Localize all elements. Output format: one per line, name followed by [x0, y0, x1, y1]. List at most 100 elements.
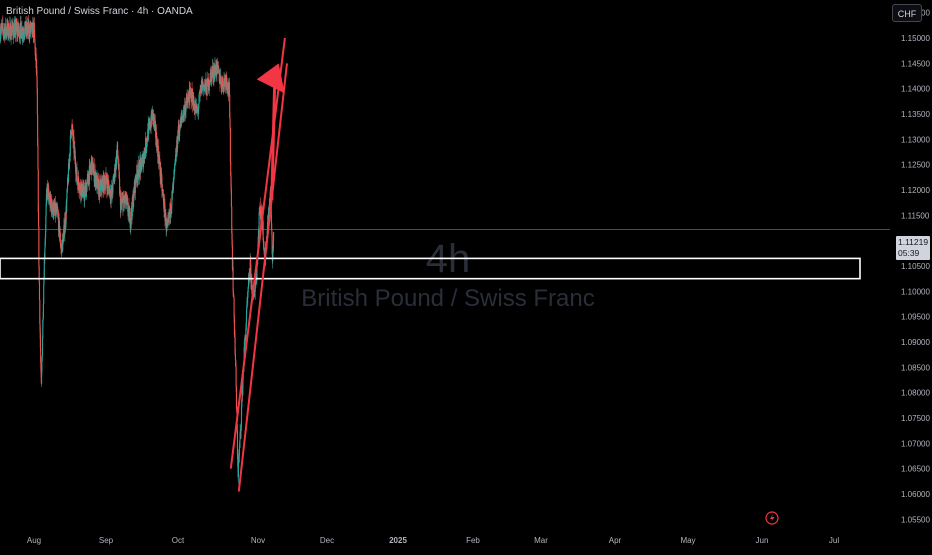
candle-body: [41, 371, 43, 384]
candle-body: [81, 181, 83, 197]
candle-body: [234, 334, 236, 338]
candle-body: [21, 34, 24, 37]
candle-body: [78, 190, 80, 192]
candle-body: [203, 86, 205, 92]
candle-body: [75, 170, 77, 178]
x-tick-label: Feb: [466, 536, 480, 545]
candle-body: [189, 89, 191, 93]
candle-body: [174, 163, 176, 165]
candle-body: [41, 338, 44, 356]
candle-body: [30, 23, 32, 32]
candle-body: [229, 94, 231, 118]
candle-body: [141, 166, 143, 171]
candle-body: [43, 277, 45, 285]
candle-body: [51, 199, 53, 209]
candle-body: [132, 200, 135, 208]
candle-body: [183, 108, 185, 115]
candle-body: [219, 76, 221, 85]
candle-body: [79, 184, 81, 191]
candle-body: [3, 31, 5, 34]
y-tick-label: 1.09500: [901, 313, 930, 322]
lightning-icon-ring: [765, 511, 779, 525]
candle-body: [146, 138, 148, 146]
candle-body: [116, 155, 118, 166]
candle-body: [205, 85, 208, 95]
candle-body: [73, 137, 75, 154]
candle-body: [166, 221, 168, 227]
candle-body: [11, 30, 13, 33]
candle-body: [164, 217, 166, 221]
candle-body: [237, 463, 239, 478]
candle-body: [202, 82, 204, 86]
candle-body: [178, 125, 180, 133]
candle-body: [229, 127, 231, 162]
candle-body: [271, 234, 273, 254]
candle-body: [54, 203, 56, 209]
candle-body: [116, 153, 118, 156]
candle-body: [158, 157, 160, 161]
candle-body: [140, 158, 142, 173]
candle-body: [185, 97, 187, 105]
candle-body: [86, 183, 88, 192]
candle-body: [146, 141, 148, 142]
candle-body: [77, 176, 80, 184]
candle-body: [68, 161, 70, 168]
candle-body: [141, 159, 143, 167]
candle-body: [130, 221, 132, 230]
candle-body: [21, 37, 23, 39]
candle-body: [270, 205, 272, 223]
candle-body: [221, 82, 223, 89]
candle-body: [125, 202, 127, 205]
candle-body: [28, 26, 30, 36]
candle-body: [188, 88, 190, 106]
candle-body: [235, 387, 237, 408]
candle-body: [159, 159, 161, 170]
currency-selector[interactable]: CHF: [892, 4, 922, 22]
candle-body: [34, 44, 36, 56]
candle-body: [65, 223, 67, 227]
candle-body: [79, 182, 81, 190]
candle-body: [103, 174, 105, 180]
candle-body: [190, 101, 192, 103]
candle-body: [10, 26, 12, 36]
candle-body: [198, 94, 200, 104]
candle-body: [88, 165, 90, 185]
candle-body: [223, 78, 225, 80]
candle-body: [166, 224, 168, 226]
candle-body: [52, 202, 54, 216]
candle-body: [92, 161, 94, 175]
candle-body: [11, 27, 13, 31]
candle-body: [209, 83, 211, 85]
candle-body: [21, 28, 23, 37]
candle-body: [82, 191, 84, 197]
candle-body: [144, 148, 146, 159]
candle-body: [50, 202, 52, 204]
candle-body: [34, 39, 36, 45]
candle-body: [220, 81, 222, 88]
candle-body: [154, 120, 156, 124]
candle-body: [106, 178, 109, 184]
y-tick-label: 1.13000: [901, 135, 930, 144]
candle-body: [112, 177, 114, 180]
candle-body: [138, 162, 140, 173]
candle-body: [171, 205, 173, 210]
candle-body: [37, 145, 39, 170]
candle-body: [119, 178, 121, 195]
candle-body: [75, 166, 77, 175]
candle-body: [157, 145, 159, 157]
candle-body: [196, 104, 198, 113]
candle-body: [253, 293, 255, 296]
candle-body: [42, 319, 44, 339]
candle-body: [130, 220, 132, 222]
candle-body: [166, 225, 168, 227]
candle-body: [268, 209, 270, 216]
support-zone: [0, 257, 861, 280]
candle-body: [128, 205, 130, 207]
candle-body: [231, 233, 233, 245]
y-tick-label: 1.08500: [901, 363, 930, 372]
candle-body: [169, 203, 171, 217]
candle-body: [69, 135, 71, 156]
candle-body: [226, 75, 228, 84]
